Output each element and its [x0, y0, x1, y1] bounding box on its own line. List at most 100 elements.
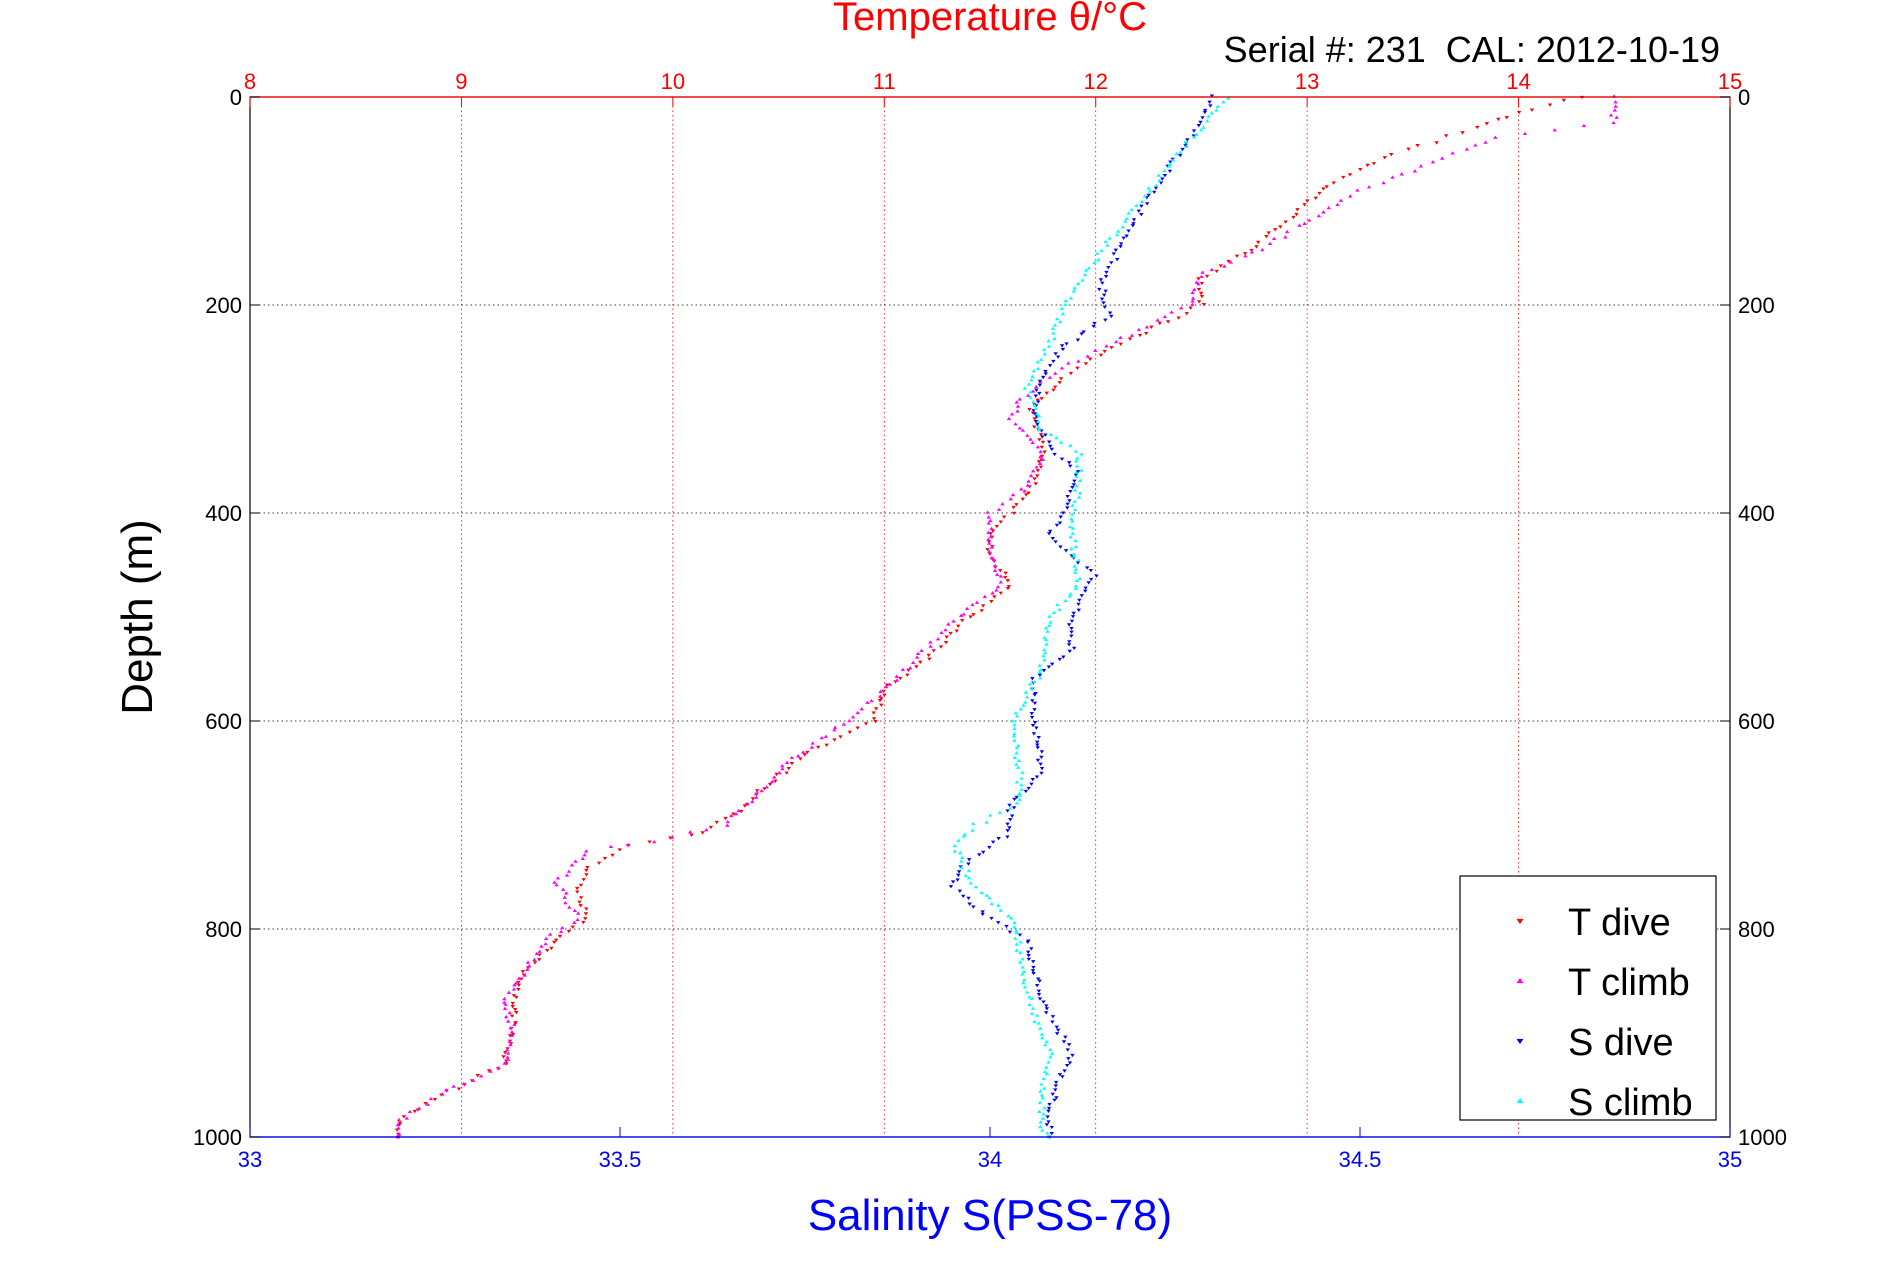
data-point	[967, 902, 972, 906]
data-point	[1044, 1039, 1049, 1044]
data-point	[1106, 265, 1111, 270]
data-point	[1335, 202, 1340, 207]
data-point	[984, 820, 989, 824]
data-point	[1126, 211, 1131, 215]
data-point	[1139, 199, 1145, 203]
data-point	[1124, 234, 1129, 238]
data-point	[1139, 204, 1144, 208]
data-point	[1069, 634, 1074, 638]
data-point	[1044, 1007, 1050, 1011]
depth-tick-label-left: 0	[230, 85, 242, 110]
data-point	[1028, 390, 1033, 394]
data-point	[1075, 366, 1080, 370]
data-point	[404, 1116, 409, 1120]
data-point	[522, 973, 528, 977]
data-point	[1053, 1084, 1059, 1088]
data-point	[1341, 175, 1346, 180]
data-point	[1317, 191, 1322, 196]
data-point	[1381, 180, 1386, 185]
data-point	[1037, 673, 1043, 678]
data-point	[990, 529, 996, 533]
legend-items: T dive T climb S dive S climb	[1516, 902, 1693, 1124]
data-point	[1044, 1072, 1050, 1076]
data-point	[1020, 972, 1025, 976]
data-point	[1025, 940, 1030, 945]
data-point	[1183, 140, 1189, 144]
data-point	[1074, 459, 1079, 463]
data-point	[423, 1101, 428, 1106]
data-point	[1131, 222, 1136, 226]
data-point	[774, 772, 779, 777]
data-point	[1064, 1064, 1070, 1068]
data-point	[1209, 267, 1215, 272]
data-point	[1032, 403, 1037, 407]
data-point	[1450, 151, 1455, 155]
data-point	[961, 612, 966, 616]
data-point	[754, 789, 760, 793]
data-point	[935, 637, 941, 641]
data-point	[1069, 630, 1074, 634]
data-point	[1074, 474, 1079, 479]
data-point	[1054, 1032, 1060, 1036]
data-point	[1046, 344, 1052, 348]
data-point	[1180, 147, 1185, 152]
data-point	[1085, 354, 1090, 358]
data-point	[537, 949, 542, 953]
data-point	[980, 604, 986, 608]
data-point	[503, 1002, 508, 1006]
data-point	[1131, 218, 1137, 222]
data-point	[1037, 1109, 1042, 1113]
data-point	[992, 568, 998, 572]
data-point	[1561, 98, 1567, 103]
data-point	[1348, 194, 1353, 198]
data-point	[1017, 960, 1023, 964]
data-point	[1154, 183, 1159, 187]
data-point	[1371, 162, 1377, 166]
data-point	[1118, 335, 1123, 340]
salinity-tick-label: 34	[978, 1147, 1002, 1172]
data-point	[1014, 400, 1019, 404]
data-point	[1156, 173, 1161, 177]
data-point	[1415, 144, 1420, 148]
data-point	[998, 574, 1004, 578]
data-point	[687, 830, 693, 834]
data-point	[894, 678, 900, 682]
data-point	[754, 795, 759, 799]
data-point	[1093, 348, 1098, 352]
data-point	[554, 882, 559, 887]
data-point	[1234, 254, 1240, 258]
data-point	[1073, 473, 1079, 477]
data-point	[1021, 981, 1026, 985]
data-point	[1079, 332, 1084, 336]
data-point	[456, 1087, 462, 1091]
data-point	[1013, 422, 1018, 426]
data-point	[1009, 916, 1014, 920]
data-point	[1109, 261, 1114, 265]
data-point	[1077, 576, 1083, 581]
data-point	[1050, 1015, 1056, 1019]
data-point	[1475, 125, 1480, 130]
data-point	[1053, 1088, 1058, 1092]
data-point	[863, 722, 869, 726]
data-point	[584, 873, 589, 877]
data-point	[1039, 1082, 1044, 1086]
data-point	[979, 609, 984, 613]
data-point	[1178, 306, 1184, 310]
data-point	[1067, 649, 1072, 654]
data-point	[1099, 297, 1105, 301]
data-point	[1130, 224, 1136, 228]
data-point	[1115, 257, 1120, 262]
data-point	[1057, 381, 1062, 385]
data-point	[1061, 1040, 1067, 1044]
legend-label: T climb	[1568, 962, 1690, 1004]
data-point	[1412, 169, 1418, 173]
data-point	[1062, 1069, 1067, 1073]
data-point	[502, 1061, 507, 1065]
data-point	[1067, 640, 1072, 644]
data-point	[1283, 220, 1288, 224]
data-point	[566, 869, 572, 873]
data-point	[869, 698, 874, 703]
data-point	[1047, 529, 1053, 534]
data-point	[1067, 461, 1072, 465]
data-point	[1504, 116, 1509, 120]
